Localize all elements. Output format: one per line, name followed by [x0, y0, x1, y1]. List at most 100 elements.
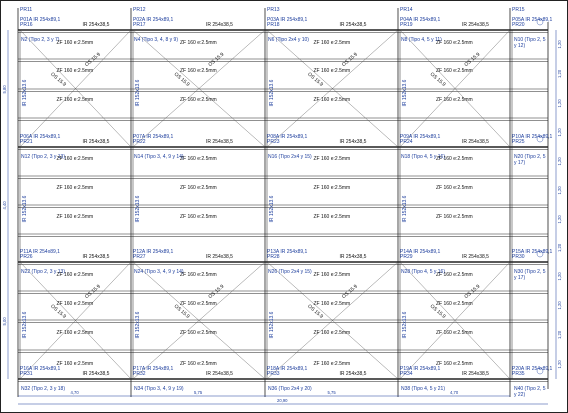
- beam-label: P14A IR 254x89,1: [400, 249, 441, 255]
- right-dimension: 1,20: [557, 128, 562, 137]
- beam-pr-label: PR34: [400, 371, 413, 377]
- beam-section-label: IR 254x38,5: [340, 22, 367, 28]
- brace-line: [19, 29, 132, 148]
- joist-label: ZF 160 e:2.5mm: [180, 214, 217, 220]
- joist-label: ZF 160 e:2.5mm: [57, 301, 94, 307]
- grid-bubble: [536, 135, 544, 143]
- joist-label: ZF 160 e:2.5mm: [314, 97, 351, 103]
- beam-pr-label: PR30: [512, 254, 525, 260]
- joist-label: ZF 160 e:2.5mm: [436, 40, 473, 46]
- bay-dimension: 4,70: [450, 390, 459, 395]
- beam-section-label: IR 254x38,5: [206, 254, 233, 260]
- beam-pr-label: PR19: [400, 22, 413, 28]
- column-label: PR14: [400, 7, 413, 13]
- node-label: y 12): [514, 43, 525, 49]
- vertical-member-label: IR 152x13.6: [135, 195, 141, 222]
- node-label: y 22): [514, 392, 525, 398]
- joist-label: ZF 160 e:2.5mm: [314, 185, 351, 191]
- joist-label: ZF 160 e:2.5mm: [436, 156, 473, 162]
- joist-label: ZF 160 e:2.5mm: [436, 361, 473, 367]
- node-label: N40 (Tipo 2, 5: [514, 386, 546, 392]
- vertical-member-label: IR 152x13.6: [269, 79, 275, 106]
- column-label: PR11: [20, 7, 32, 13]
- beam-section-label: IR 254x38,5: [462, 139, 489, 145]
- beam-section-label: IR 254x38,5: [462, 371, 489, 377]
- beam-section-label: IR 254x38,5: [206, 371, 233, 377]
- left-dimension: 4,40: [2, 201, 7, 210]
- beam-section-label: IR 254x38,5: [340, 371, 367, 377]
- joist-label: ZF 160 e:2.5mm: [436, 330, 473, 336]
- node-label: N10 (Tipo 2, 5: [514, 37, 546, 43]
- joist-label: ZF 160 e:2.5mm: [436, 214, 473, 220]
- beam-label: P09A IR 254x89,1: [400, 134, 441, 140]
- beam-label: P13A IR 254x89,1: [267, 249, 308, 255]
- beam-pr-label: PR33: [267, 371, 280, 377]
- right-dimension: 1,20: [557, 157, 562, 166]
- joist-label: ZF 160 e:2.5mm: [57, 185, 94, 191]
- brace-line: [399, 29, 511, 148]
- vertical-member-label: IR 152x13.6: [402, 79, 408, 106]
- beam-section-label: IR 254x38,5: [83, 22, 110, 28]
- right-dimension: 1,20: [557, 40, 562, 49]
- beam-label: P08A IR 254x89,1: [267, 134, 308, 140]
- brace-line: [399, 261, 511, 380]
- beam-label: P10A IR 254x89,1: [512, 134, 553, 140]
- vertical-member-label: IR 152x13.6: [269, 195, 275, 222]
- column-label: PR12: [133, 7, 146, 13]
- beam-pr-label: PR21: [20, 139, 33, 145]
- right-dimension: 1,20: [557, 301, 562, 310]
- joist-label: ZF 160 e:2.5mm: [314, 272, 351, 278]
- beam-label: P05A IR 254x89,1: [512, 17, 553, 23]
- beam-pr-label: PR29: [400, 254, 413, 260]
- beam-pr-label: PR20: [512, 22, 525, 28]
- left-dimension: 5,00: [2, 317, 7, 326]
- right-dimension: 1,20: [557, 330, 562, 339]
- node-label: N26 (Tipo 2x4 y 15): [268, 269, 312, 275]
- joist-label: ZF 160 e:2.5mm: [314, 214, 351, 220]
- bay-dimension: 5,75: [194, 390, 203, 395]
- joist-label: ZF 160 e:2.5mm: [314, 361, 351, 367]
- node-label: N20 (Tipo 2, 5: [514, 154, 546, 160]
- grid-bubble: [536, 367, 544, 375]
- beam-pr-label: PR31: [20, 371, 33, 377]
- joist-label: ZF 160 e:2.5mm: [436, 97, 473, 103]
- left-dimension: 5,80: [2, 85, 7, 94]
- joist-label: ZF 160 e:2.5mm: [314, 40, 351, 46]
- joist-label: ZF 160 e:2.5mm: [180, 97, 217, 103]
- right-dimension: 1,20: [557, 69, 562, 78]
- joist-label: ZF 160 e:2.5mm: [57, 156, 94, 162]
- beam-label: P18A IR 254x89,1: [267, 366, 308, 372]
- beam-label: P15A IR 254x89,1: [512, 249, 553, 255]
- vertical-member-label: IR 152x13.6: [22, 195, 28, 222]
- total-dimension: 20,90: [277, 398, 288, 403]
- grid-bubble: [536, 250, 544, 258]
- beam-pr-label: PR27: [133, 254, 146, 260]
- joist-label: ZF 160 e:2.5mm: [180, 185, 217, 191]
- joist-label: ZF 160 e:2.5mm: [57, 330, 94, 336]
- beam-section-label: IR 254x38,5: [83, 371, 110, 377]
- beam-label: P02A IR 254x89,1: [133, 17, 174, 23]
- joist-label: ZF 160 e:2.5mm: [314, 156, 351, 162]
- beam-pr-label: PR35: [512, 371, 525, 377]
- node-label: N16 (Tipo 2x4 y 15): [268, 154, 312, 160]
- beam-label: P17A IR 254x89,1: [133, 366, 174, 372]
- beam-pr-label: PR26: [20, 254, 33, 260]
- joist-label: ZF 160 e:2.5mm: [436, 301, 473, 307]
- joist-label: ZF 160 e:2.5mm: [180, 361, 217, 367]
- node-label: N24 (Tipo 3, 4, 9 y 14): [134, 269, 184, 275]
- beam-pr-label: PR25: [512, 139, 525, 145]
- joist-label: ZF 160 e:2.5mm: [180, 272, 217, 278]
- node-label: N12 (Tipo 2, 3 y 13): [21, 154, 65, 160]
- vertical-member-label: IR 152x13.6: [135, 79, 141, 106]
- joist-label: ZF 160 e:2.5mm: [57, 68, 94, 74]
- node-label: N34 (Tipo 3, 4, 9 y 19): [134, 386, 184, 392]
- beam-pr-label: PR18: [267, 22, 280, 28]
- node-label: N30 (Tipo 2, 5: [514, 269, 546, 275]
- beam-section-label: IR 254x38,5: [462, 22, 489, 28]
- brace-line: [266, 29, 399, 148]
- joist-label: ZF 160 e:2.5mm: [57, 272, 94, 278]
- beam-label: P12A IR 254x89,1: [133, 249, 174, 255]
- beam-label: P20A IR 254x89,1: [512, 366, 553, 372]
- beam-pr-label: PR17: [133, 22, 146, 28]
